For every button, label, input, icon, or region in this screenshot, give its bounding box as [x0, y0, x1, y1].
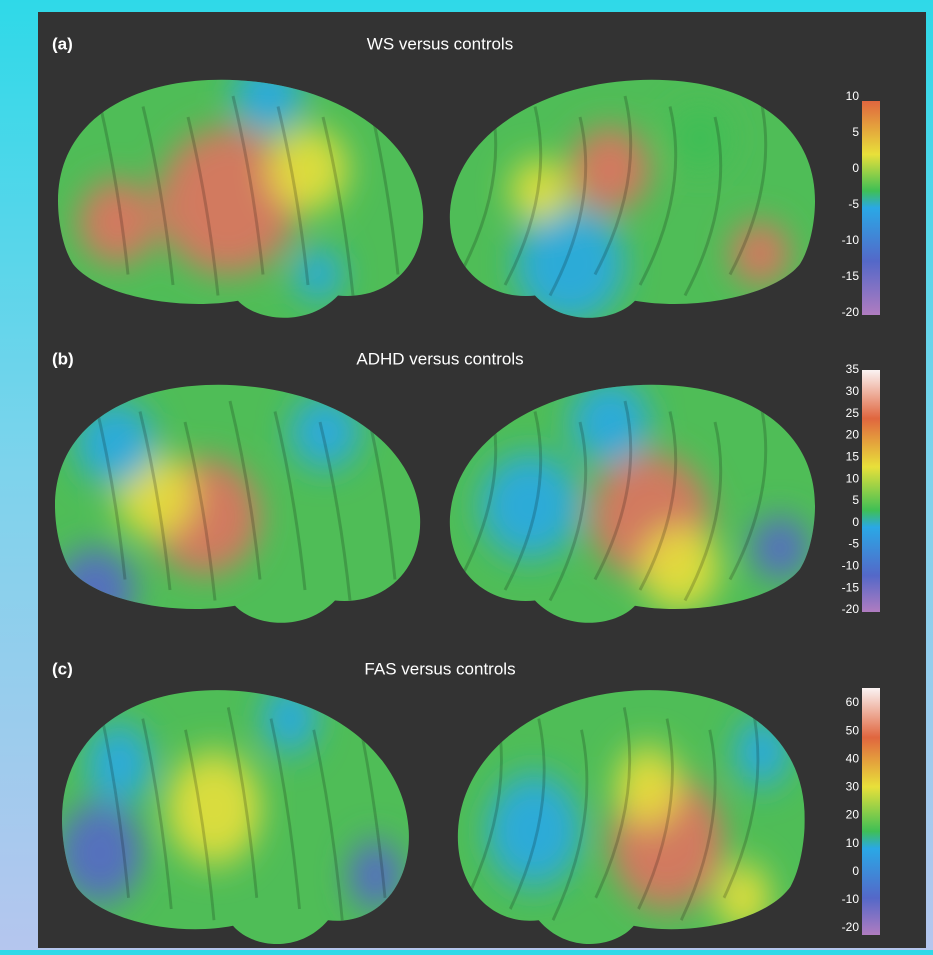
colorbar-tick-label: 40 [846, 751, 860, 765]
colorbar-tick-label: 10 [846, 471, 860, 485]
colorbar-tick-label: 0 [852, 161, 859, 175]
colorbar-tick-label: 5 [852, 493, 859, 507]
activation-blob [640, 527, 720, 611]
colorbar-tick-label: 35 [846, 362, 860, 376]
colorbar-tick-label: 0 [852, 864, 859, 878]
colorbar-tick-label: -20 [842, 920, 860, 934]
colorbar-tick-label: 15 [846, 449, 860, 463]
colorbar-tick-label: 20 [846, 808, 860, 822]
colorbar-tick-label: -15 [842, 580, 860, 594]
colorbar-tick-label: 10 [846, 89, 860, 103]
colorbar-tick-label: 60 [846, 695, 860, 709]
panel-label: (a) [52, 34, 73, 53]
colorbar-tick-label: -20 [842, 602, 860, 616]
colorbar-tick-label: -5 [848, 537, 859, 551]
activation-blob [86, 724, 153, 802]
colorbar [862, 370, 880, 612]
panel-title: ADHD versus controls [356, 349, 523, 368]
colorbar-tick-label: -20 [842, 305, 860, 319]
colorbar-tick-label: 5 [852, 125, 859, 139]
colorbar-tick-label: 0 [852, 515, 859, 529]
colorbar-tick-label: 30 [846, 780, 860, 794]
colorbar [862, 101, 880, 315]
colorbar-tick-label: -10 [842, 559, 860, 573]
colorbar-tick-label: -10 [842, 233, 860, 247]
activation-blob [293, 248, 343, 301]
panel-label: (b) [52, 349, 74, 368]
colorbar-tick-label: -10 [842, 892, 860, 906]
colorbar-tick-label: 10 [846, 836, 860, 850]
colorbar-tick-label: 25 [846, 406, 860, 420]
panel-title: WS versus controls [367, 34, 513, 53]
colorbar-tick-label: 20 [846, 428, 860, 442]
colorbar-tick-label: 30 [846, 384, 860, 398]
page: (a)WS versus controls1050-5-10-15-20(b)A… [0, 0, 933, 950]
colorbar-tick-label: -15 [842, 269, 860, 283]
activation-blob [268, 128, 348, 212]
colorbar-tick-label: 50 [846, 723, 860, 737]
colorbar [862, 688, 880, 935]
panel-label: (c) [52, 659, 73, 678]
colorbar-tick-label: -5 [848, 197, 859, 211]
figure: (a)WS versus controls1050-5-10-15-20(b)A… [0, 0, 933, 950]
panel-title: FAS versus controls [364, 659, 515, 678]
